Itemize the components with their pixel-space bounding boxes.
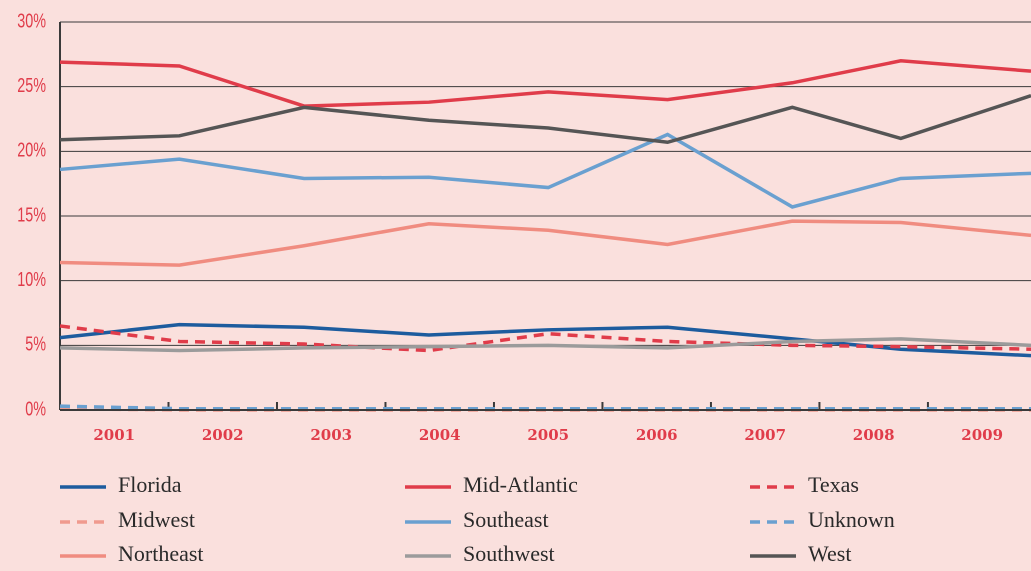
legend-label: West — [808, 541, 851, 566]
y-tick-label: 30% — [17, 9, 46, 32]
y-tick-label: 10% — [17, 268, 46, 291]
legend-label: Southeast — [463, 507, 549, 532]
series-line — [59, 219, 1031, 267]
x-tick-label: 2003 — [310, 426, 352, 444]
x-tick-label: 2005 — [527, 426, 569, 444]
series-line — [59, 337, 1031, 353]
x-tick-label: 2007 — [744, 426, 786, 444]
legend-label: Mid-Atlantic — [463, 472, 578, 497]
legend-label: Southwest — [463, 541, 555, 566]
legend-label: Unknown — [808, 507, 895, 532]
x-tick-label: 2001 — [93, 426, 135, 444]
legend-label: Florida — [118, 472, 182, 497]
series-line — [59, 324, 1031, 353]
y-tick-label: 5% — [25, 332, 46, 355]
series-line — [59, 59, 1031, 108]
x-tick-label: 2004 — [419, 426, 461, 444]
y-tick-label: 20% — [17, 138, 46, 161]
series-line — [59, 132, 1031, 209]
y-tick-label: 25% — [17, 74, 46, 97]
legend-label: Midwest — [118, 507, 195, 532]
x-tick-label: 2002 — [202, 426, 244, 444]
series-line — [59, 404, 1031, 411]
y-tick-label: 0% — [25, 397, 46, 420]
y-tick-label: 15% — [17, 203, 46, 226]
x-tick-label: 2008 — [853, 426, 895, 444]
legend-label: Northeast — [118, 541, 204, 566]
x-tick-label: 2009 — [961, 426, 1003, 444]
legend-label: Texas — [808, 472, 859, 497]
series-line — [59, 94, 1031, 145]
x-tick-label: 2006 — [636, 426, 678, 444]
